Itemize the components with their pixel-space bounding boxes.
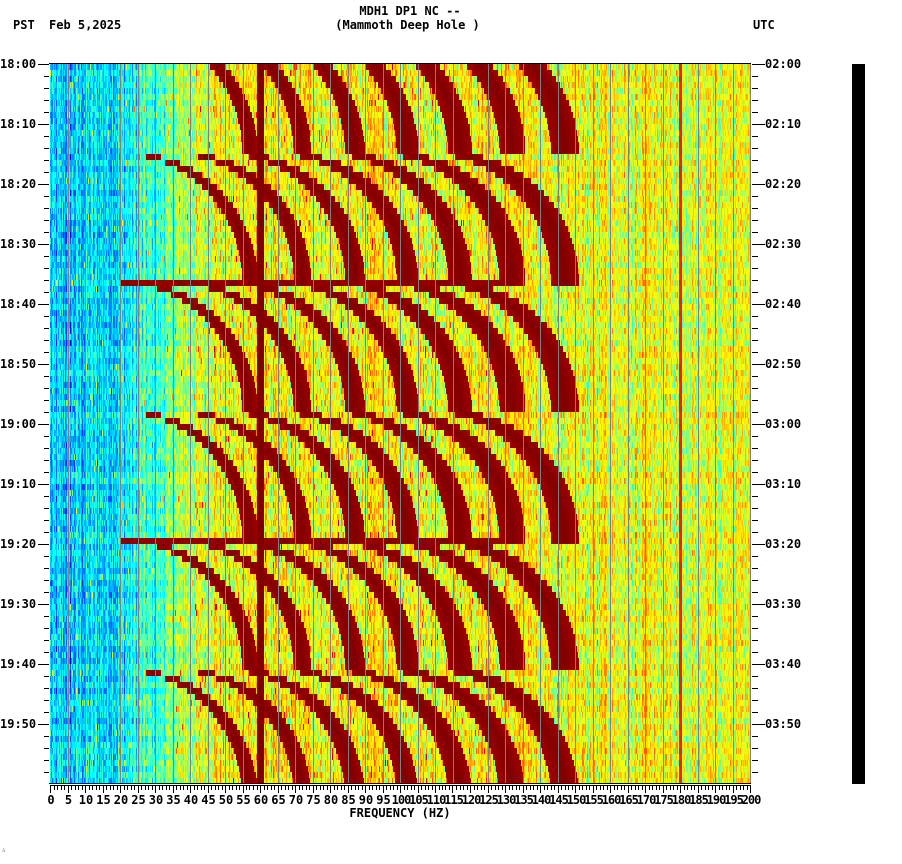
- station-title: MDH1 DP1 NC --: [359, 4, 461, 18]
- x-tick-label: 65: [271, 793, 286, 807]
- x-tick-label: 140: [531, 793, 552, 807]
- x-tick-label: 20: [113, 793, 129, 807]
- x-tick-label: 80: [323, 793, 339, 807]
- x-tick-label: 125: [479, 793, 499, 807]
- y-tick-label-right: 02:50: [765, 357, 802, 371]
- y-tick-label-left: 18:50: [0, 357, 37, 371]
- x-tick-label: 45: [201, 793, 216, 807]
- x-tick-label: 195: [724, 793, 744, 807]
- right-timezone-label: UTC: [753, 18, 775, 32]
- y-tick-label-left: 18:40: [0, 297, 37, 311]
- x-tick-label: 15: [96, 793, 111, 807]
- amplitude-scale-bar: [852, 64, 865, 784]
- spectrogram-heatmap: [50, 64, 751, 784]
- x-tick-label: 170: [636, 793, 657, 807]
- y-tick-label-left: 19:00: [0, 417, 37, 431]
- x-tick-label: 40: [183, 793, 199, 807]
- y-tick-label-right: 03:00: [765, 417, 802, 431]
- y-tick-label-left: 18:30: [0, 237, 37, 251]
- x-tick-label: 135: [514, 793, 534, 807]
- x-axis-title: FREQUENCY (HZ): [349, 806, 451, 820]
- y-tick-label-left: 18:20: [0, 177, 37, 191]
- date-label: Feb 5,2025: [49, 18, 122, 32]
- x-tick-label: 85: [341, 793, 356, 807]
- x-tick-label: 110: [426, 793, 447, 807]
- x-tick-label: 175: [654, 793, 674, 807]
- x-tick-label: 120: [461, 793, 482, 807]
- spectrogram-plot: [50, 64, 751, 784]
- x-tick-label: 155: [584, 793, 604, 807]
- x-tick-label: 115: [444, 793, 464, 807]
- y-tick-label-right: 02:00: [765, 57, 802, 71]
- x-tick-label: 165: [619, 793, 639, 807]
- y-tick-label-left: 19:30: [0, 597, 37, 611]
- x-tick-label: 70: [288, 793, 304, 807]
- x-tick-label: 0: [47, 793, 55, 807]
- x-tick-label: 30: [148, 793, 164, 807]
- y-tick-label-right: 02:30: [765, 237, 802, 251]
- y-tick-label-left: 18:00: [0, 57, 37, 71]
- x-tick-label: 180: [671, 793, 692, 807]
- y-tick-label-right: 03:40: [765, 657, 802, 671]
- y-tick-label-left: 18:10: [0, 117, 37, 131]
- x-tick-label: 90: [358, 793, 374, 807]
- y-tick-label-right: 03:30: [765, 597, 802, 611]
- y-tick-label-left: 19:20: [0, 537, 37, 551]
- y-tick-label-right: 03:50: [765, 717, 802, 731]
- x-tick-label: 55: [236, 793, 251, 807]
- x-tick-label: 190: [706, 793, 727, 807]
- station-subtitle: (Mammoth Deep Hole ): [335, 18, 480, 32]
- y-tick-label-right: 02:10: [765, 117, 802, 131]
- x-tick-label: 10: [78, 793, 94, 807]
- x-tick-label: 50: [218, 793, 234, 807]
- x-tick-label: 35: [166, 793, 181, 807]
- y-tick-label-left: 19:40: [0, 657, 37, 671]
- x-tick-label: 95: [376, 793, 391, 807]
- x-tick-label: 160: [601, 793, 622, 807]
- y-tick-label-right: 02:20: [765, 177, 802, 191]
- x-tick-label: 100: [391, 793, 412, 807]
- x-tick-label: 75: [306, 793, 321, 807]
- x-tick-label: 185: [689, 793, 709, 807]
- x-tick-label: 130: [496, 793, 517, 807]
- x-tick-label: 150: [566, 793, 587, 807]
- x-tick-label: 5: [64, 793, 73, 807]
- y-tick-label-right: 03:10: [765, 477, 802, 491]
- y-tick-label-right: 02:40: [765, 297, 802, 311]
- left-timezone-label: PST: [13, 18, 35, 32]
- x-tick-label: 60: [253, 793, 269, 807]
- x-tick-label: 200: [741, 793, 762, 807]
- corner-mark: ∴: [2, 847, 6, 854]
- x-tick-label: 145: [549, 793, 569, 807]
- y-tick-label-right: 03:20: [765, 537, 802, 551]
- x-tick-label: 25: [131, 793, 146, 807]
- y-tick-label-left: 19:10: [0, 477, 37, 491]
- y-tick-label-left: 19:50: [0, 717, 37, 731]
- x-tick-label: 105: [409, 793, 429, 807]
